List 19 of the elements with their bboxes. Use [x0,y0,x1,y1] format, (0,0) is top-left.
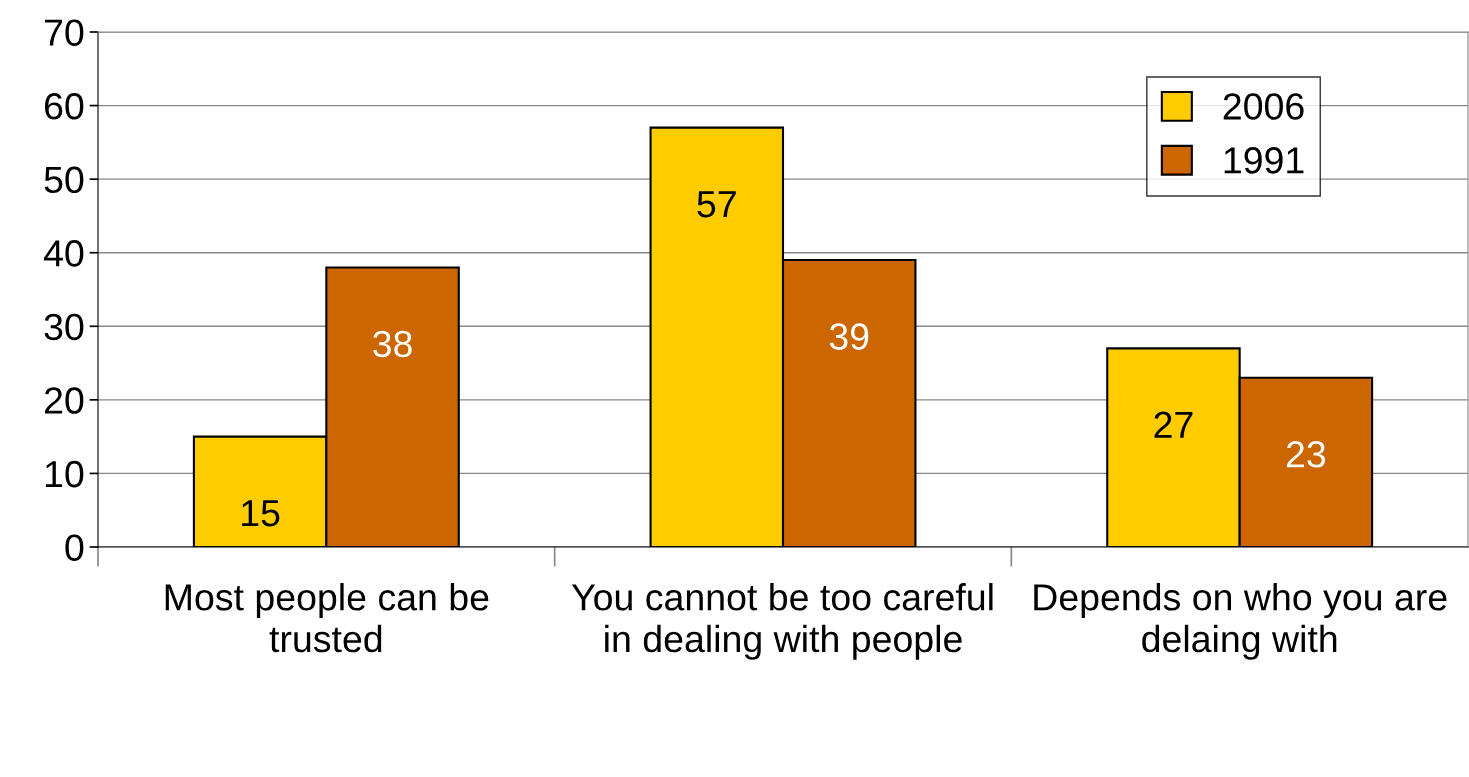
y-tick-label: 10 [45,460,84,488]
y-tick-label: 0 [65,534,84,561]
y-tick-label: 50 [44,166,84,194]
data-label: 23 [1286,441,1326,468]
x-tick-label: Depends on who you are delaing with [1034,583,1447,660]
legend-label: 2006 [1223,93,1304,120]
y-tick-label: 20 [44,387,84,414]
y-tick-label: 30 [44,313,84,341]
y-tick-label: 70 [45,19,84,46]
legend-label: 1991 [1224,147,1304,174]
x-tick-label: You cannot be too careful in dealing with people [571,583,993,660]
y-tick-label: 60 [45,92,84,120]
y-tick-label: 40 [43,240,84,267]
data-label: 27 [1154,411,1193,438]
data-label: 38 [373,330,412,358]
x-tick-label: Most people can be trusted [165,583,489,653]
data-label: 15 [242,500,280,527]
data-label: 39 [829,323,869,350]
data-label: 57 [697,191,736,218]
